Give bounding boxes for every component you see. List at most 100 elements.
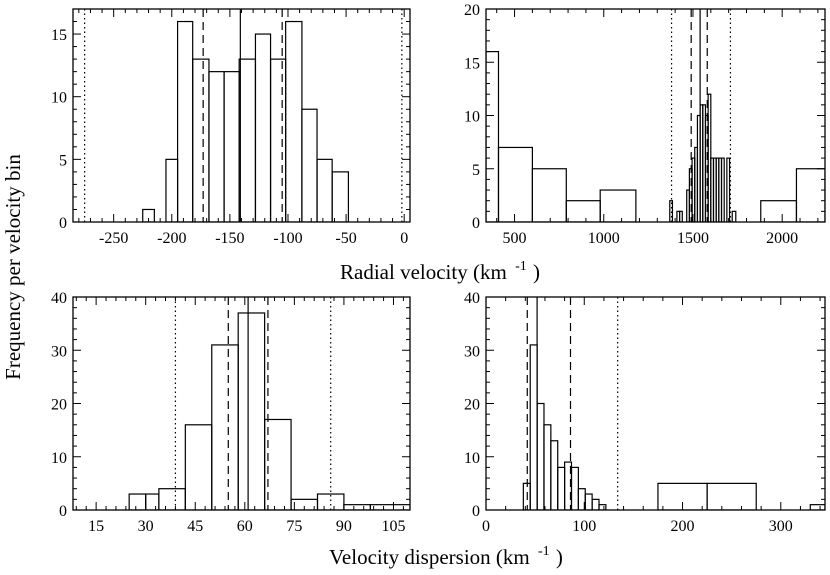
bottom-x-axis-title-main: Velocity dispersion (km <box>329 545 530 569</box>
x-tick-label: 45 <box>187 518 203 535</box>
histogram-bar <box>678 210 683 222</box>
x-tick-label: 1500 <box>677 230 709 247</box>
histogram-bar <box>331 171 350 222</box>
histogram-bar <box>176 20 194 222</box>
histogram-bar <box>145 493 160 510</box>
plot-area <box>84 9 403 222</box>
y-tick-label: 0 <box>472 503 480 520</box>
y-tick-label: 10 <box>51 90 67 107</box>
y-tick-label: 30 <box>51 343 67 360</box>
histogram-bar <box>316 158 333 222</box>
histogram-bar <box>285 20 303 222</box>
histogram-bar <box>726 157 731 222</box>
bottom-x-axis-title-sup: -1 <box>538 544 550 559</box>
x-tick-label: -50 <box>335 230 356 247</box>
x-tick-label: 300 <box>769 518 793 535</box>
histogram-bar <box>809 504 825 510</box>
y-tick-label: 15 <box>464 55 480 72</box>
histogram-bar <box>720 157 725 222</box>
histogram-bar <box>584 493 593 510</box>
x-tick-label: -150 <box>215 230 244 247</box>
histogram-bar <box>591 498 600 510</box>
histogram-bar <box>706 482 757 510</box>
histogram-bar <box>795 168 825 222</box>
y-tick-label: 20 <box>51 397 67 414</box>
histogram-bar <box>599 189 637 222</box>
x-tick-label: 105 <box>381 518 405 535</box>
histogram-bar <box>208 71 225 222</box>
histogram-bar <box>529 344 538 510</box>
histogram-bar <box>570 466 579 510</box>
histogram-bar <box>158 488 186 510</box>
histogram-bar <box>543 424 552 510</box>
y-tick-label: 20 <box>464 2 480 19</box>
panel-bottom-left: 15 30 45 60 75 90 105 0 10 20 30 40 <box>51 290 411 535</box>
top-x-axis-title-main: Radial velocity (km <box>340 260 507 284</box>
y-axis-title: Frequency per velocity bin <box>1 154 25 380</box>
panel-bottom-right: 0 100 200 300 0 10 20 30 40 <box>464 290 826 535</box>
histogram-bar <box>184 424 213 510</box>
histogram-bar <box>128 493 147 510</box>
axes-frame <box>485 8 826 223</box>
x-tick-label: -100 <box>273 230 302 247</box>
histogram-bar <box>254 33 272 222</box>
x-tick-label: 90 <box>336 518 352 535</box>
plot-area <box>128 297 410 510</box>
plot-area <box>522 297 825 510</box>
histogram-bar <box>565 200 601 222</box>
x-tick-label: 200 <box>671 518 695 535</box>
axes-frame <box>72 296 411 511</box>
x-tick-label: 100 <box>572 518 596 535</box>
histogram-bar <box>731 210 737 222</box>
axes-frame <box>72 8 411 223</box>
panel-top-left: -250 -200 -150 -100 -50 0 0 5 10 15 <box>51 8 411 247</box>
histogram-bar <box>264 418 292 510</box>
y-tick-label: 10 <box>464 450 480 467</box>
top-x-axis-title: Radial velocity (km -1 ) <box>340 251 540 284</box>
histogram-bar <box>550 440 559 510</box>
y-tick-label: 30 <box>464 343 480 360</box>
y-tick-label: 0 <box>59 215 67 232</box>
histogram-bar <box>531 168 567 222</box>
x-tick-label: 0 <box>482 518 490 535</box>
x-tick-label: 1000 <box>588 230 620 247</box>
histogram-bar <box>557 466 566 510</box>
y-tick-label: 20 <box>464 397 480 414</box>
top-x-axis-title-sup: -1 <box>515 259 527 274</box>
y-tick-label: 0 <box>59 503 67 520</box>
x-tick-label: 30 <box>138 518 154 535</box>
y-tick-label: 10 <box>464 109 480 126</box>
histogram-bar <box>343 504 371 510</box>
panel-top-right: 500 1000 1500 2000 0 5 10 15 20 <box>464 2 826 247</box>
y-tick-label: 10 <box>51 450 67 467</box>
histogram-bar <box>223 71 240 222</box>
x-tick-label: 75 <box>286 518 302 535</box>
histogram-bar <box>238 58 257 222</box>
y-tick-label: 0 <box>472 215 480 232</box>
x-tick-label: -250 <box>99 230 128 247</box>
x-tick-label: 60 <box>237 518 253 535</box>
top-x-axis-title-close: ) <box>533 260 540 284</box>
histogram-bar <box>760 200 798 222</box>
y-tick-label: 40 <box>51 290 67 307</box>
y-tick-label: 5 <box>59 152 67 169</box>
histogram-bar <box>211 344 239 510</box>
histogram-bar <box>301 108 318 222</box>
histogram-bar <box>369 504 410 510</box>
x-tick-label: 0 <box>400 230 408 247</box>
histogram-bar <box>237 312 266 510</box>
histogram-bar <box>269 58 287 222</box>
y-tick-label: 5 <box>472 162 480 179</box>
x-tick-label: -200 <box>157 230 186 247</box>
x-tick-label: 2000 <box>766 230 798 247</box>
bottom-x-axis-title: Velocity dispersion (km -1 ) <box>329 536 563 569</box>
bottom-x-axis-title-close: ) <box>556 545 563 569</box>
histogram-bar <box>497 146 533 222</box>
y-tick-label: 40 <box>464 290 480 307</box>
y-tick-label: 15 <box>51 27 67 44</box>
histogram-bar <box>192 58 210 222</box>
histogram-bar <box>536 402 545 510</box>
x-tick-label: 500 <box>503 230 527 247</box>
